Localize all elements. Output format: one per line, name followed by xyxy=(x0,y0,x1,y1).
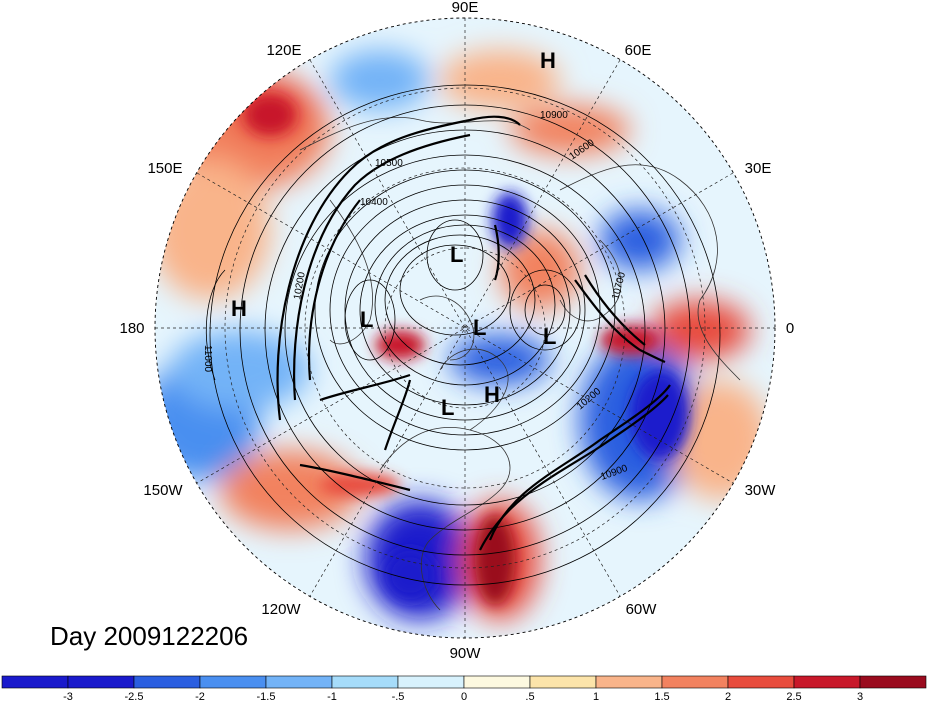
pressure-markers: H H H L L L L L xyxy=(231,48,556,420)
lon-label-60e: 60E xyxy=(625,42,652,59)
colorbar-swatch xyxy=(529,675,597,689)
colorbar-label: .5 xyxy=(525,691,534,702)
colorbar: -3 -2.5 -2 -1.5 -1 -.5 0 .5 1 1.5 2 2.5 3 xyxy=(1,675,927,702)
colorbar-label: -2.5 xyxy=(125,691,144,702)
coastlines xyxy=(299,116,741,611)
lon-label-30w: 30W xyxy=(745,482,777,499)
colorbar-swatch xyxy=(397,675,465,689)
contour-label: 10500 xyxy=(375,158,403,169)
lon-label-60w: 60W xyxy=(626,601,658,618)
lon-label-90w: 90W xyxy=(450,645,482,662)
anomaly-field xyxy=(155,18,775,638)
lon-label-180: 180 xyxy=(119,320,144,337)
longitude-labels: 90E 60E 30E 0 30W 60W 90W 120W 150W 180 … xyxy=(119,0,794,662)
colorbar-label: 0 xyxy=(461,691,467,702)
contour-label: 11000 xyxy=(202,345,213,373)
colorbar-label: 1.5 xyxy=(654,691,669,702)
jet-streams xyxy=(276,115,671,551)
colorbar-label: -1 xyxy=(327,691,337,702)
low-marker: L xyxy=(450,242,463,267)
colorbar-swatch xyxy=(661,675,729,689)
map-boundary xyxy=(154,17,776,639)
colorbar-swatch xyxy=(265,675,333,689)
colorbar-label: 3 xyxy=(857,691,863,702)
contour-label: 10200 xyxy=(292,271,308,301)
high-marker: H xyxy=(540,48,556,73)
colorbar-swatch xyxy=(133,675,201,689)
high-marker: H xyxy=(484,382,500,407)
colorbar-label: -.5 xyxy=(392,691,405,702)
lon-label-120e: 120E xyxy=(266,42,301,59)
colorbar-label: 1 xyxy=(593,691,599,702)
contour-label: 10400 xyxy=(360,197,388,208)
colorbar-swatch xyxy=(1,675,69,689)
colorbar-swatch xyxy=(463,675,531,689)
lon-label-150w: 150W xyxy=(143,482,183,499)
colorbar-label: 2.5 xyxy=(786,691,801,702)
contour-label: 10900 xyxy=(540,110,568,121)
colorbar-swatch xyxy=(331,675,399,689)
lon-label-90e: 90E xyxy=(452,0,479,16)
low-marker: L xyxy=(473,315,486,340)
colorbar-swatch xyxy=(727,675,795,689)
colorbar-label: -3 xyxy=(63,691,73,702)
low-marker: L xyxy=(360,307,373,332)
graticule xyxy=(155,18,775,638)
colorbar-swatch xyxy=(67,675,135,689)
colorbar-label: 2 xyxy=(725,691,731,702)
lon-label-150e: 150E xyxy=(147,160,182,177)
colorbar-label: -1.5 xyxy=(257,691,276,702)
lon-label-30e: 30E xyxy=(745,160,772,177)
low-marker: L xyxy=(543,324,556,349)
colorbar-swatch xyxy=(595,675,663,689)
colorbar-label: -2 xyxy=(195,691,205,702)
map-title: Day 2009122206 xyxy=(50,621,248,651)
lon-label-120w: 120W xyxy=(261,601,301,618)
colorbar-swatch xyxy=(199,675,267,689)
colorbar-swatch xyxy=(793,675,861,689)
high-marker: H xyxy=(231,296,247,321)
colorbar-swatch xyxy=(859,675,927,689)
lon-label-0: 0 xyxy=(786,320,794,337)
low-marker: L xyxy=(441,395,454,420)
